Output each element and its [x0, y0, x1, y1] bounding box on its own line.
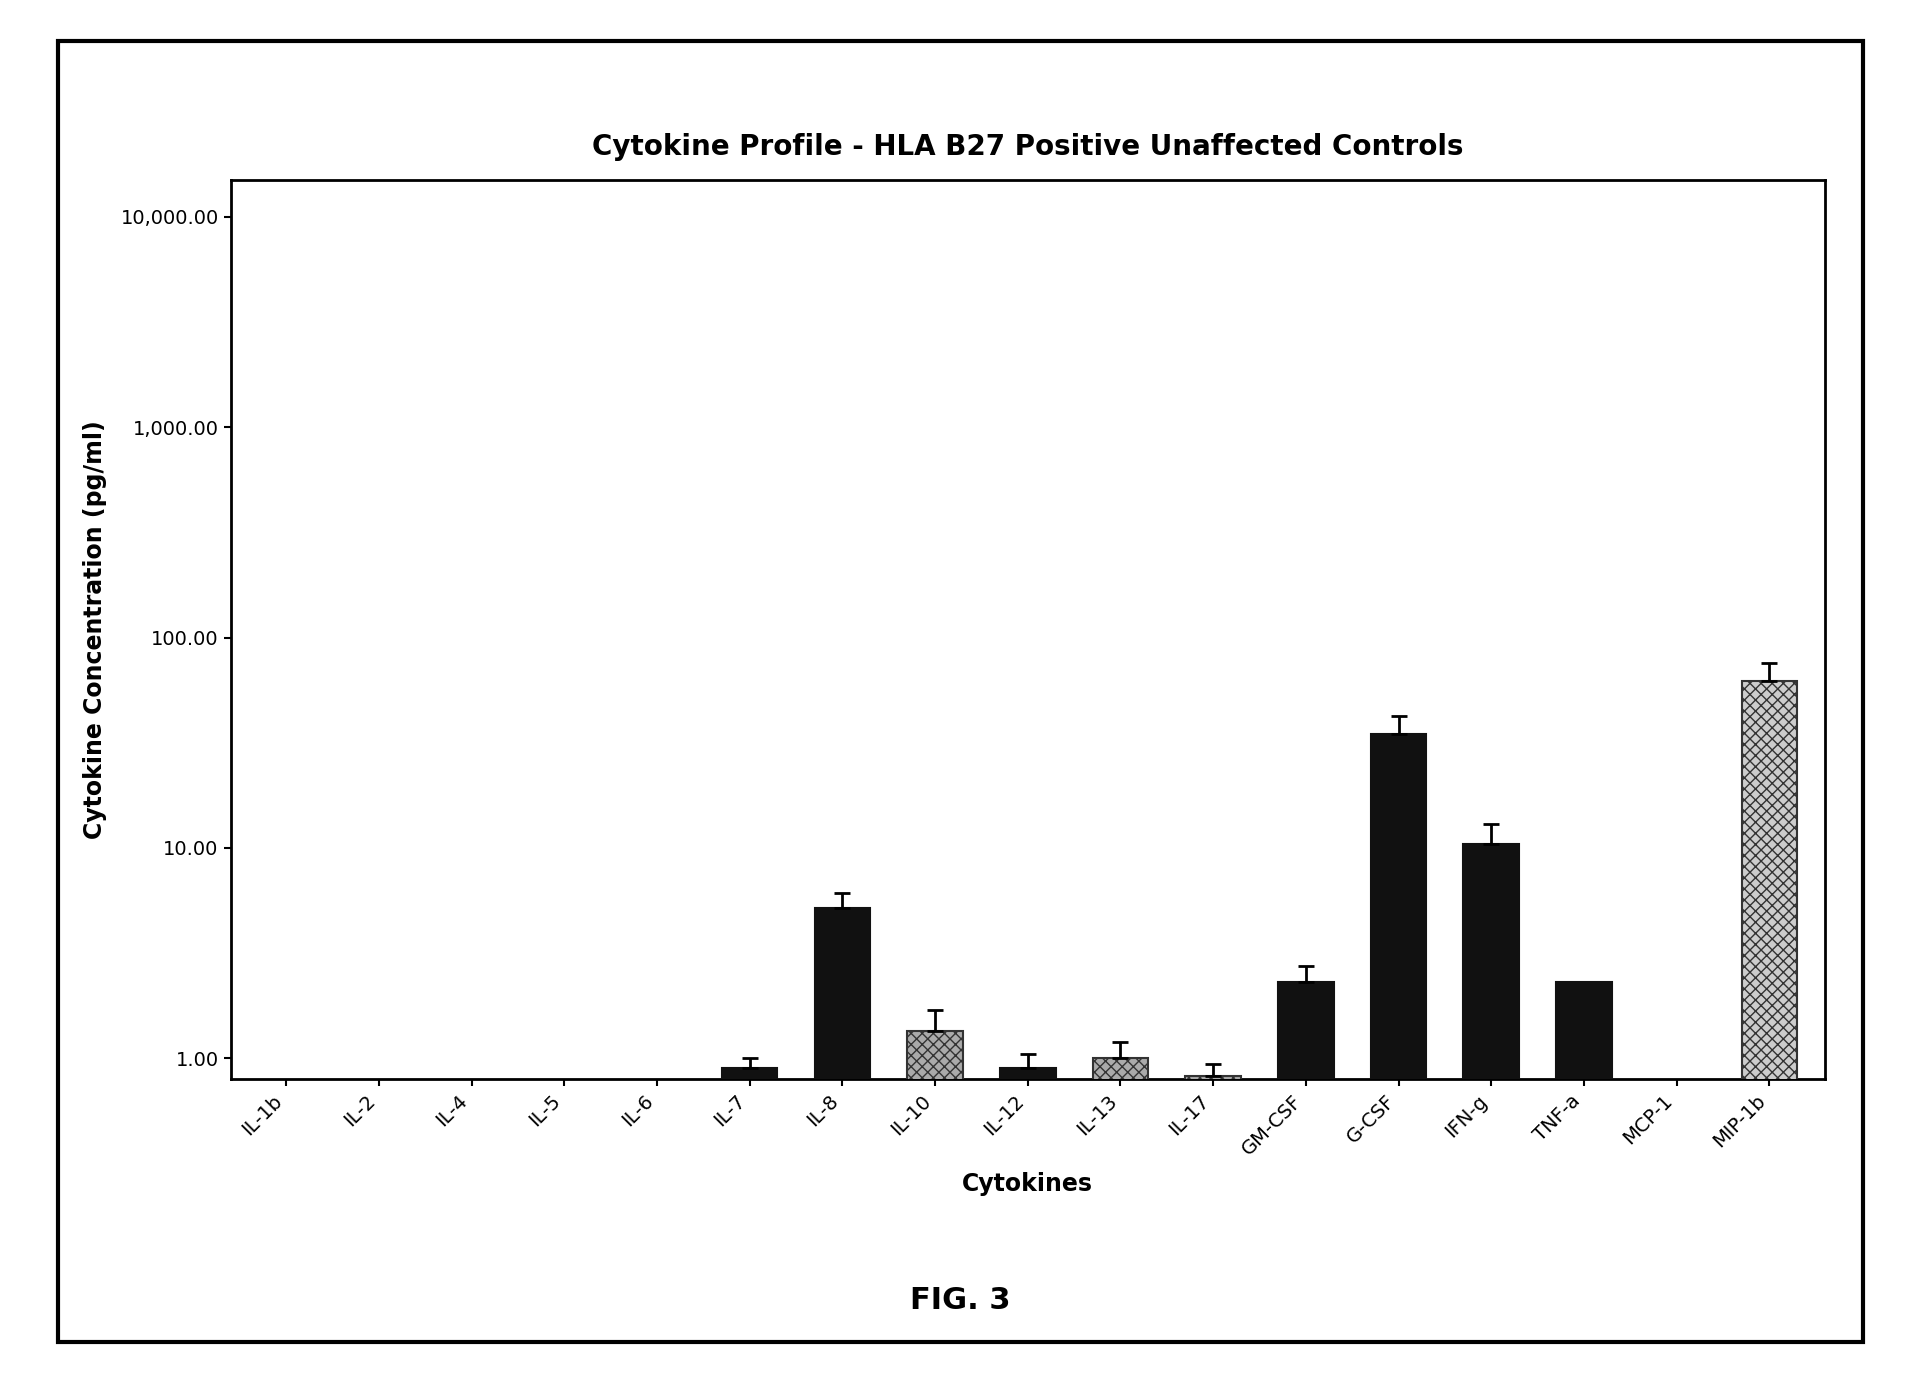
- Bar: [1464, 844, 1520, 1383]
- Bar: [1001, 1068, 1055, 1383]
- Bar: [1556, 982, 1612, 1383]
- Bar: [1372, 733, 1425, 1383]
- Text: FIG. 3: FIG. 3: [911, 1286, 1010, 1314]
- Bar: [1277, 982, 1333, 1383]
- Title: Cytokine Profile - HLA B27 Positive Unaffected Controls: Cytokine Profile - HLA B27 Positive Unaf…: [592, 133, 1464, 160]
- Y-axis label: Cytokine Concentration (pg/ml): Cytokine Concentration (pg/ml): [83, 420, 106, 838]
- Bar: [1093, 1058, 1149, 1383]
- Bar: [815, 907, 870, 1383]
- Bar: [1742, 682, 1798, 1383]
- Bar: [907, 1030, 962, 1383]
- X-axis label: Cytokines: Cytokines: [962, 1173, 1093, 1196]
- Bar: [722, 1068, 778, 1383]
- Bar: [1185, 1076, 1241, 1383]
